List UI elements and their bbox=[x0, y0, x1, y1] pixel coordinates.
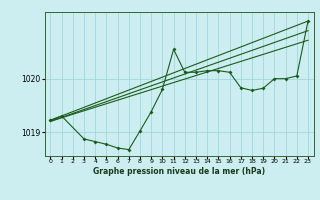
X-axis label: Graphe pression niveau de la mer (hPa): Graphe pression niveau de la mer (hPa) bbox=[93, 167, 265, 176]
